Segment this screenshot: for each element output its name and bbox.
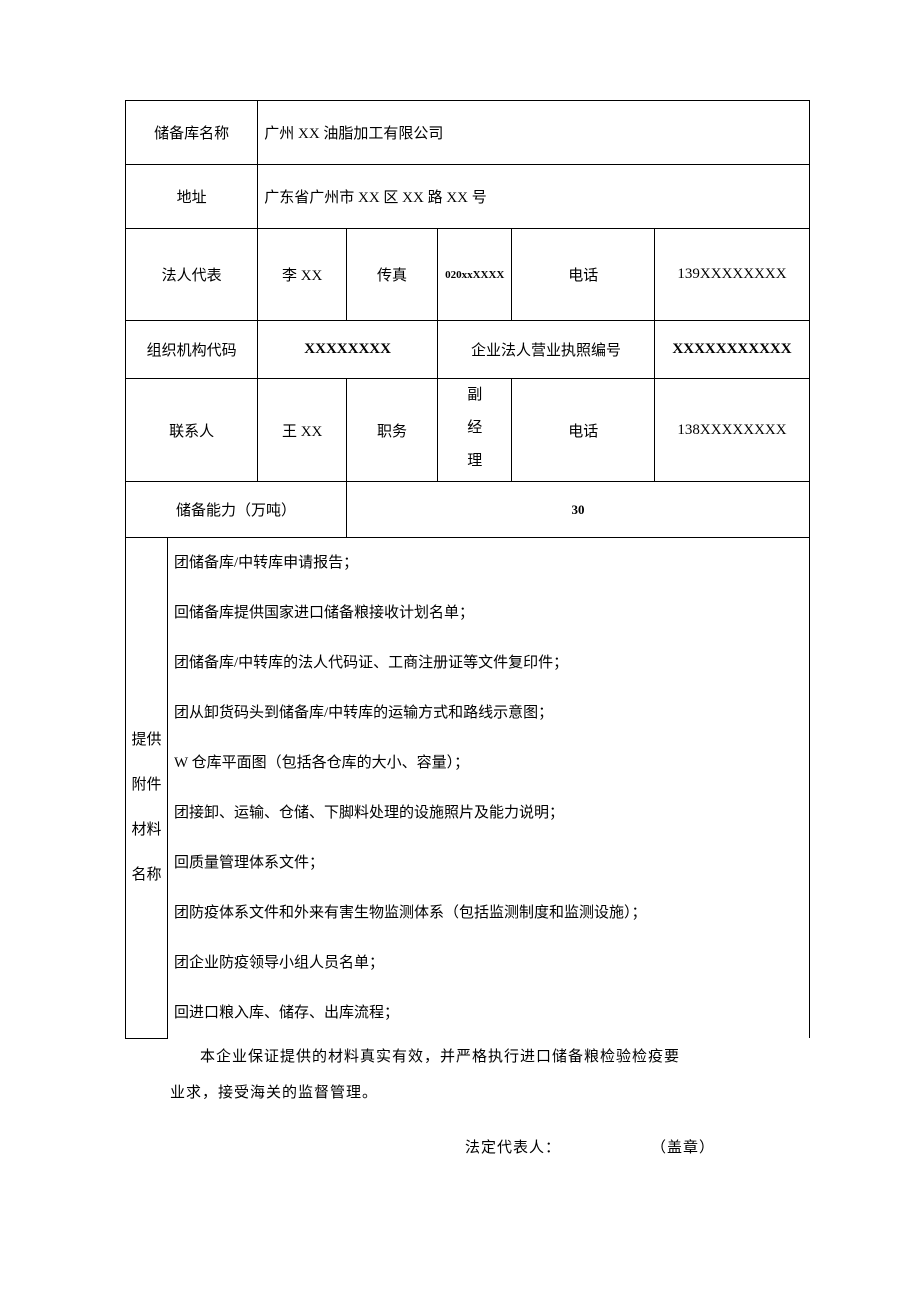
legal-phone-label: 电话 bbox=[512, 229, 655, 321]
capacity-value: 30 bbox=[347, 482, 810, 538]
attach-table: 提供 附件 材料 名称 团储备库/中转库申请报告；回储备库提供国家进口储备粮接收… bbox=[125, 538, 810, 1039]
attach-item: 团储备库/中转库申请报告； bbox=[174, 538, 809, 588]
contact-label: 联系人 bbox=[126, 379, 258, 482]
contact-value: 王 XX bbox=[258, 379, 347, 482]
fax-value: 020xxXXXX bbox=[438, 229, 512, 321]
attach-items: 团储备库/中转库申请报告；回储备库提供国家进口储备粮接收计划名单；团储备库/中转… bbox=[168, 538, 810, 1038]
reserve-name-value: 广州 XX 油脂加工有限公司 bbox=[258, 101, 810, 165]
reserve-name-label: 储备库名称 bbox=[126, 101, 258, 165]
address-label: 地址 bbox=[126, 165, 258, 229]
attach-item: 回进口粮入库、储存、出库流程； bbox=[174, 988, 809, 1038]
attach-item: 团从卸货码头到储备库/中转库的运输方式和路线示意图； bbox=[174, 688, 809, 738]
legal-rep-value: 李 XX bbox=[258, 229, 347, 321]
attach-item: 团企业防疫领导小组人员名单； bbox=[174, 938, 809, 988]
capacity-label: 储备能力（万吨） bbox=[126, 482, 347, 538]
info-table: 储备库名称 广州 XX 油脂加工有限公司 地址 广东省广州市 XX 区 XX 路… bbox=[125, 100, 810, 538]
fax-label: 传真 bbox=[347, 229, 438, 321]
attach-label: 提供 附件 材料 名称 bbox=[126, 538, 168, 1038]
address-value: 广东省广州市 XX 区 XX 路 XX 号 bbox=[258, 165, 810, 229]
org-code-label: 组织机构代码 bbox=[126, 321, 258, 379]
attach-item: W 仓库平面图（包括各仓库的大小、容量）； bbox=[174, 738, 809, 788]
attach-item: 团储备库/中转库的法人代码证、工商注册证等文件复印件； bbox=[174, 638, 809, 688]
contact-phone-label: 电话 bbox=[512, 379, 655, 482]
attach-item: 回储备库提供国家进口储备粮接收计划名单； bbox=[174, 588, 809, 638]
attach-item: 团接卸、运输、仓储、下脚料处理的设施照片及能力说明； bbox=[174, 788, 809, 838]
position-label: 职务 bbox=[347, 379, 438, 482]
attach-item: 回质量管理体系文件； bbox=[174, 838, 809, 888]
legal-phone-value: 139XXXXXXXX bbox=[654, 229, 809, 321]
position-value: 副经理 bbox=[438, 379, 512, 482]
attach-item: 团防疫体系文件和外来有害生物监测体系（包括监测制度和监测设施）； bbox=[174, 888, 809, 938]
license-value: XXXXXXXXXXX bbox=[654, 321, 809, 379]
license-label: 企业法人营业执照编号 bbox=[438, 321, 655, 379]
org-code-value: XXXXXXXX bbox=[258, 321, 438, 379]
contact-phone-value: 138XXXXXXXX bbox=[654, 379, 809, 482]
legal-rep-label: 法人代表 bbox=[126, 229, 258, 321]
declaration-text: 本企业保证提供的材料真实有效，并严格执行进口储备粮检验检疫要 业求，接受海关的监… bbox=[125, 1039, 810, 1111]
signature-line: 法定代表人：（盖章） bbox=[125, 1129, 810, 1168]
